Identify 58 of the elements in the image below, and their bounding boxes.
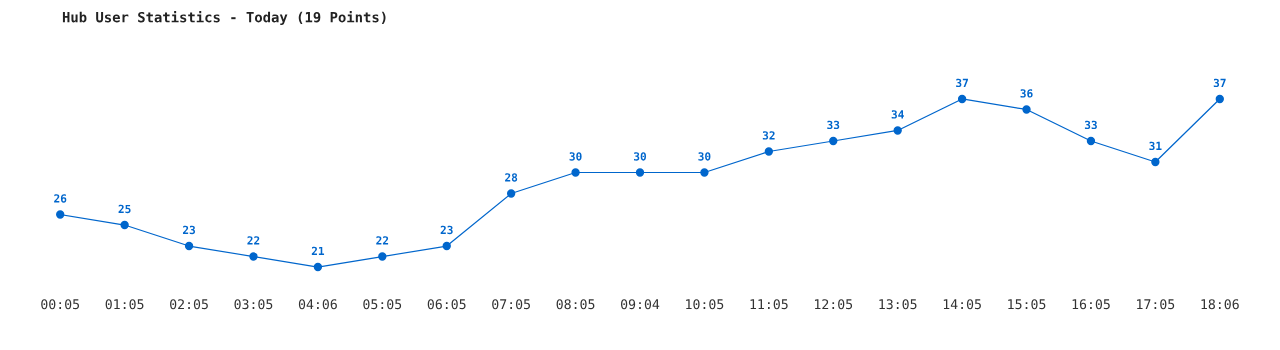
data-label: 23 (440, 225, 453, 235)
point (700, 168, 709, 177)
point (56, 210, 65, 219)
x-tick-label: 03:05 (234, 299, 273, 310)
x-tick-label: 16:05 (1072, 299, 1110, 310)
x-tick-label: 13:05 (879, 299, 917, 310)
data-label: 30 (698, 152, 711, 161)
data-label: 33 (827, 120, 840, 130)
x-tick-label: 08:05 (556, 299, 595, 310)
data-label: 31 (1149, 141, 1162, 151)
point (635, 168, 645, 177)
data-label: 37 (956, 78, 968, 88)
x-tick-label: 18:06 (1201, 299, 1239, 310)
data-label: 26 (54, 194, 67, 203)
data-label: 32 (762, 131, 775, 140)
data-label: 21 (311, 246, 325, 255)
x-tick-label: 02:05 (170, 299, 208, 310)
chart-title: Hub User Statistics - Today (19 Points) (62, 10, 386, 26)
x-tick-label: 10:05 (686, 299, 724, 310)
point (1215, 94, 1224, 104)
data-label: 30 (633, 152, 647, 161)
point (442, 241, 451, 251)
data-label: 23 (182, 225, 196, 235)
x-tick-label: 05:05 (363, 299, 402, 310)
data-label: 36 (1020, 89, 1033, 98)
data-label: 22 (247, 236, 260, 245)
x-tick-label: 11:05 (750, 299, 788, 310)
point (1151, 157, 1160, 167)
data-label: 33 (1084, 120, 1097, 130)
point (378, 252, 387, 261)
x-tick-label: 12:05 (814, 299, 853, 310)
point (1086, 136, 1096, 146)
data-label: 22 (376, 236, 389, 245)
data-label: 37 (1213, 78, 1226, 88)
point (893, 126, 902, 135)
x-tick-label: 17:05 (1137, 299, 1175, 310)
point (1022, 105, 1031, 114)
data-label: 28 (505, 173, 518, 182)
x-tick-label: 15:05 (1008, 299, 1046, 310)
x-tick-label: 09:04 (621, 299, 660, 310)
x-tick-label: 14:05 (943, 299, 981, 310)
x-tick-label: 07:05 (492, 299, 530, 310)
point (829, 136, 838, 146)
point (313, 262, 323, 272)
x-tick-label: 01:05 (105, 299, 144, 310)
point (249, 252, 258, 261)
point (120, 220, 129, 230)
data-label: 25 (118, 204, 131, 214)
x-tick-label: 06:05 (427, 299, 466, 310)
data-label: 30 (569, 152, 582, 161)
data-label: 34 (891, 110, 904, 119)
x-tick-label: 04:06 (298, 299, 337, 310)
x-tick-label: 00:05 (41, 299, 80, 310)
point (184, 241, 194, 251)
point (957, 94, 967, 104)
point (764, 147, 774, 156)
point (506, 189, 516, 198)
point (571, 168, 580, 177)
